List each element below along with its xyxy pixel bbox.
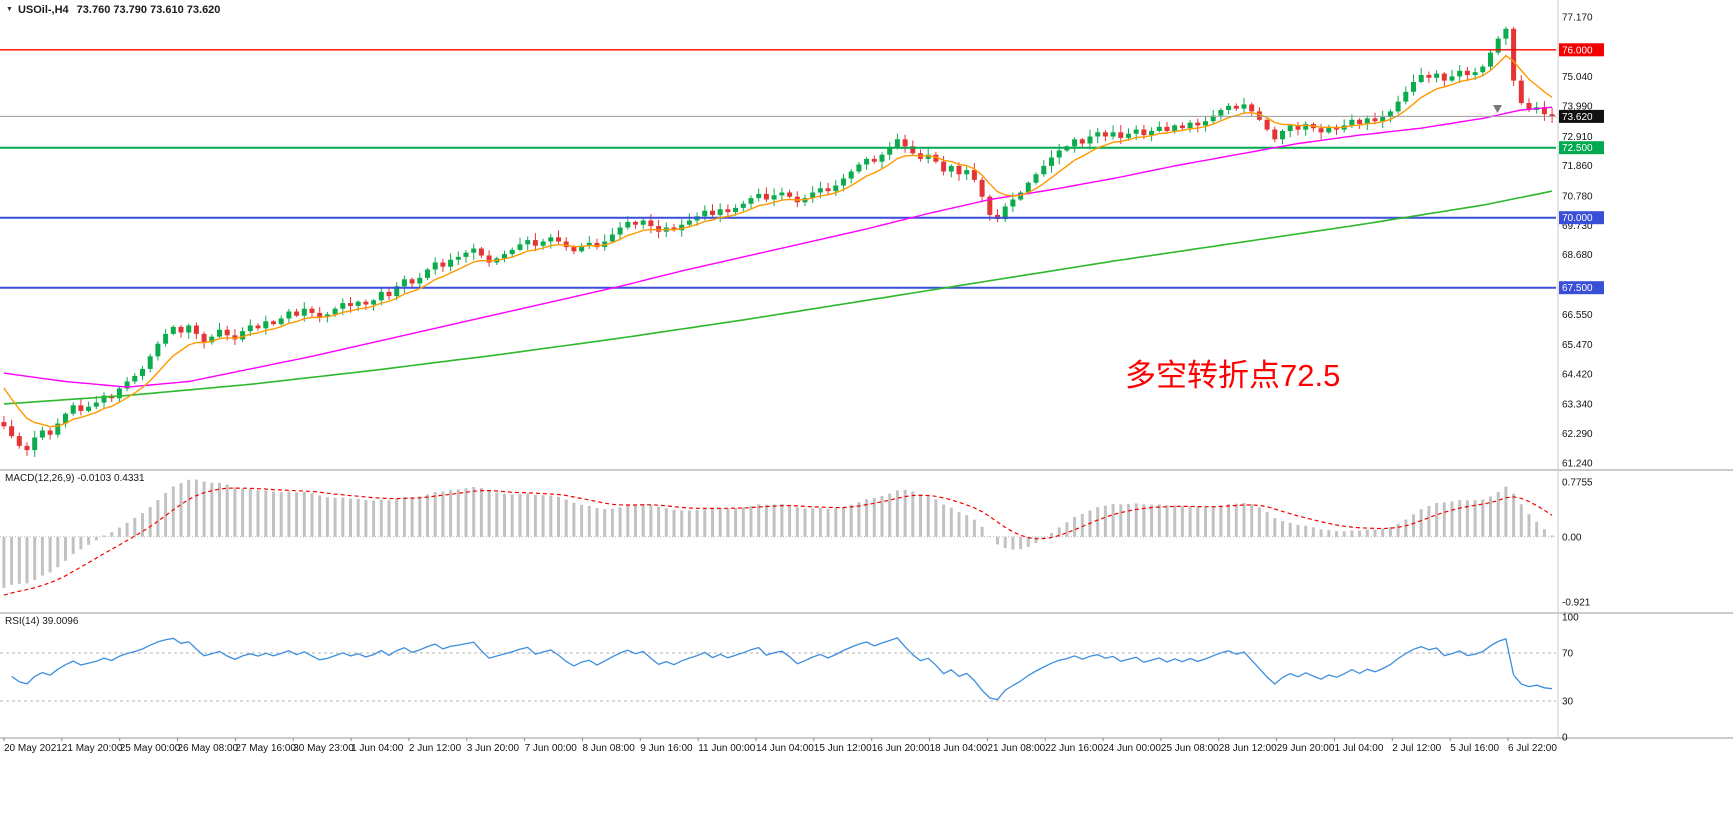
- svg-text:70.000: 70.000: [1562, 213, 1593, 224]
- svg-text:20 May 2021: 20 May 2021: [4, 743, 62, 754]
- svg-text:73.620: 73.620: [1562, 112, 1593, 123]
- symbol-timeframe: USOil-,H4: [17, 4, 69, 16]
- svg-text:73.990: 73.990: [1562, 102, 1593, 113]
- ma-lines: [3, 54, 1553, 428]
- price-badge: 70.000: [1559, 211, 1604, 225]
- svg-text:18 Jun 04:00: 18 Jun 04:00: [930, 743, 988, 754]
- ohlc-readout: 73.760 73.790 73.610 73.620: [76, 4, 221, 16]
- svg-text:26 May 08:00: 26 May 08:00: [178, 743, 239, 754]
- svg-text:67.500: 67.500: [1562, 283, 1593, 294]
- rsi-indicator-label: RSI(14) 39.0096: [5, 616, 79, 627]
- price-axis-labels: 77.170 75.040 73.990 72.910 71.860 70.780 69.7…: [1562, 13, 1593, 470]
- svg-text:22 Jun 16:00: 22 Jun 16:00: [1045, 743, 1103, 754]
- support-resistance-lines[interactable]: [0, 49, 1556, 289]
- svg-text:28 Jun 12:00: 28 Jun 12:00: [1219, 743, 1277, 754]
- svg-text:1 Jun 04:00: 1 Jun 04:00: [351, 743, 404, 754]
- svg-text:68.680: 68.680: [1562, 250, 1593, 261]
- svg-text:0.7755: 0.7755: [1562, 478, 1593, 489]
- svg-text:7 Jun 00:00: 7 Jun 00:00: [525, 743, 578, 754]
- svg-text:30: 30: [1562, 697, 1574, 708]
- macd-histogram: [2, 479, 1554, 588]
- chart-menu-triangle-icon[interactable]: ▼: [6, 6, 13, 13]
- annotation-text[interactable]: 多空转折点72.5: [1125, 358, 1341, 393]
- svg-text:70: 70: [1562, 649, 1574, 660]
- svg-text:0.00: 0.00: [1562, 532, 1582, 543]
- price-badge: 67.500: [1559, 281, 1604, 295]
- svg-text:6 Jul 22:00: 6 Jul 22:00: [1508, 743, 1557, 754]
- svg-text:63.340: 63.340: [1562, 400, 1593, 411]
- svg-text:21 May 20:00: 21 May 20:00: [62, 743, 123, 754]
- svg-text:75.040: 75.040: [1562, 72, 1593, 83]
- svg-text:100: 100: [1562, 613, 1579, 624]
- svg-text:1 Jul 04:00: 1 Jul 04:00: [1335, 743, 1384, 754]
- rsi-axis-labels: 100 70 30 0: [1562, 613, 1579, 744]
- rsi-line: [11, 637, 1553, 701]
- svg-text:25 Jun 08:00: 25 Jun 08:00: [1161, 743, 1219, 754]
- svg-text:66.550: 66.550: [1562, 310, 1593, 321]
- svg-text:0: 0: [1562, 733, 1568, 744]
- svg-text:72.910: 72.910: [1562, 132, 1593, 143]
- svg-text:25 May 00:00: 25 May 00:00: [120, 743, 181, 754]
- price-badge: 73.620: [1559, 109, 1604, 123]
- svg-text:11 Jun 00:00: 11 Jun 00:00: [698, 743, 756, 754]
- svg-text:-0.921: -0.921: [1562, 597, 1591, 608]
- svg-text:64.420: 64.420: [1562, 370, 1593, 381]
- svg-text:27 May 16:00: 27 May 16:00: [235, 743, 296, 754]
- svg-text:8 Jun 08:00: 8 Jun 08:00: [583, 743, 636, 754]
- svg-text:69.730: 69.730: [1562, 221, 1593, 232]
- svg-text:77.170: 77.170: [1562, 13, 1593, 24]
- macd-indicator-label: MACD(12,26,9) -0.0103 0.4331: [5, 473, 145, 484]
- price-badge: 76.000: [1559, 43, 1604, 57]
- svg-text:30 May 23:00: 30 May 23:00: [293, 743, 354, 754]
- svg-text:62.290: 62.290: [1562, 429, 1593, 440]
- svg-text:14 Jun 04:00: 14 Jun 04:00: [756, 743, 814, 754]
- svg-text:15 Jun 12:00: 15 Jun 12:00: [814, 743, 872, 754]
- rsi-levels: [0, 652, 1556, 702]
- svg-text:3 Jun 20:00: 3 Jun 20:00: [467, 743, 520, 754]
- svg-text:2 Jun 12:00: 2 Jun 12:00: [409, 743, 462, 754]
- svg-text:70.780: 70.780: [1562, 191, 1593, 202]
- svg-text:72.500: 72.500: [1562, 143, 1593, 154]
- price-badge: 72.500: [1559, 141, 1604, 155]
- svg-text:71.860: 71.860: [1562, 161, 1593, 172]
- chart-title: ▼ USOil-,H4 73.760 73.790 73.610 73.620: [6, 4, 220, 16]
- arrow-marker-icon[interactable]: [1493, 105, 1502, 113]
- svg-text:65.470: 65.470: [1562, 340, 1593, 351]
- price-badges: 76.000 73.620 72.500 70.000 67.500: [1559, 43, 1604, 295]
- svg-text:5 Jul 16:00: 5 Jul 16:00: [1450, 743, 1499, 754]
- panel-separators: [0, 0, 1733, 739]
- svg-text:16 Jun 20:00: 16 Jun 20:00: [872, 743, 930, 754]
- svg-text:2 Jul 12:00: 2 Jul 12:00: [1392, 743, 1441, 754]
- svg-text:21 Jun 08:00: 21 Jun 08:00: [987, 743, 1045, 754]
- svg-text:24 Jun 00:00: 24 Jun 00:00: [1103, 743, 1161, 754]
- svg-text:9 Jun 16:00: 9 Jun 16:00: [640, 743, 693, 754]
- svg-text:61.240: 61.240: [1562, 459, 1593, 470]
- macd-axis-labels: 0.7755 0.00 -0.921: [1562, 478, 1593, 609]
- svg-text:76.000: 76.000: [1562, 45, 1593, 56]
- svg-text:29 Jun 20:00: 29 Jun 20:00: [1277, 743, 1335, 754]
